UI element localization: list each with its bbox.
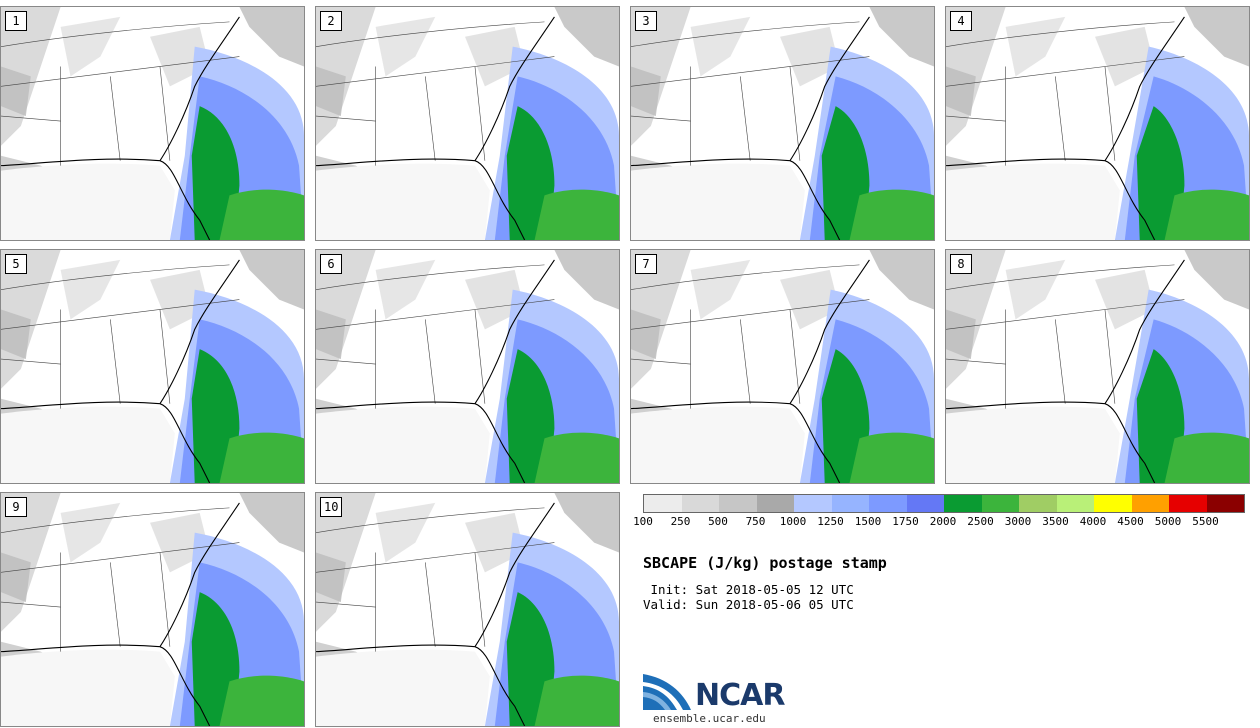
legend-swatch xyxy=(1019,495,1057,512)
legend-swatch xyxy=(944,495,982,512)
legend-swatch xyxy=(1169,495,1207,512)
panel-label: 1 xyxy=(5,11,27,31)
map-panel-8: 8 xyxy=(945,249,1250,484)
legend-swatch xyxy=(831,495,869,512)
valid-time: Valid: Sun 2018-05-06 05 UTC xyxy=(643,597,854,612)
legend-swatch xyxy=(1131,495,1169,512)
legend-tick-label: 750 xyxy=(745,515,766,528)
legend-tick-label: 3500 xyxy=(1042,515,1069,528)
legend-swatch xyxy=(644,495,682,512)
product-title: SBCAPE (J/kg) postage stamp xyxy=(643,554,887,572)
map-graphic xyxy=(1,493,304,726)
legend-swatch xyxy=(1056,495,1094,512)
legend-tick-label: 100 xyxy=(633,515,653,528)
map-graphic xyxy=(316,493,619,726)
map-panel-4: 4 xyxy=(945,6,1250,241)
panel-label: 9 xyxy=(5,497,27,517)
legend-ticks: 100 250 500 750 1000 1250 1500 1750 2000 2500 3000… xyxy=(633,515,1248,529)
map-panel-7: 7 xyxy=(630,249,935,484)
legend-swatch xyxy=(1094,495,1132,512)
legend-swatch xyxy=(681,495,719,512)
panel-label: 6 xyxy=(320,254,342,274)
panel-label: 4 xyxy=(950,11,972,31)
panel-label: 3 xyxy=(635,11,657,31)
map-panel-2: 2 xyxy=(315,6,620,241)
panel-label: 5 xyxy=(5,254,27,274)
panel-label: 8 xyxy=(950,254,972,274)
legend-swatch xyxy=(869,495,907,512)
init-time: Init: Sat 2018-05-05 12 UTC xyxy=(643,582,854,597)
panel-label: 7 xyxy=(635,254,657,274)
map-panel-9: 9 xyxy=(0,492,305,727)
legend-swatch xyxy=(1206,495,1244,512)
legend-swatches xyxy=(643,494,1245,513)
ncar-logo: NCAR ensemble.ucar.edu xyxy=(643,672,793,725)
legend-tick-label: 250 xyxy=(670,515,691,528)
panel-label: 10 xyxy=(320,497,343,517)
map-graphic xyxy=(316,250,619,483)
legend-tick-label: 500 xyxy=(708,515,728,528)
map-graphic xyxy=(946,7,1249,240)
legend-tick-label: 1500 xyxy=(854,515,882,528)
legend-tick-label: 2500 xyxy=(967,515,994,528)
legend-tick-label: 5000 xyxy=(1154,515,1182,528)
legend-tick-label: 4000 xyxy=(1079,515,1107,528)
map-graphic xyxy=(631,7,934,240)
map-panel-3: 3 xyxy=(630,6,935,241)
legend-tick-label: 5500 xyxy=(1192,515,1219,528)
panel-label: 2 xyxy=(320,11,342,31)
color-legend: 100 250 500 750 1000 1250 1500 1750 2000 2500 3000… xyxy=(633,494,1248,534)
legend-tick-label: 4500 xyxy=(1117,515,1144,528)
legend-tick-label: 3000 xyxy=(1004,515,1032,528)
ncar-swoosh-icon xyxy=(643,674,691,710)
map-panel-6: 6 xyxy=(315,249,620,484)
map-graphic xyxy=(1,7,304,240)
map-panel-5: 5 xyxy=(0,249,305,484)
logo-url: ensemble.ucar.edu xyxy=(653,712,766,725)
map-graphic xyxy=(1,250,304,483)
legend-swatch xyxy=(981,495,1019,512)
map-graphic xyxy=(316,7,619,240)
legend-tick-label: 1250 xyxy=(817,515,844,528)
legend-tick-label: 1750 xyxy=(892,515,919,528)
legend-tick-label: 2000 xyxy=(929,515,957,528)
logo-text: NCAR xyxy=(695,678,785,713)
legend-swatch xyxy=(756,495,794,512)
map-panel-1: 1 xyxy=(0,6,305,241)
legend-swatch xyxy=(719,495,757,512)
legend-swatch xyxy=(794,495,832,512)
legend-swatch xyxy=(906,495,944,512)
map-graphic xyxy=(946,250,1249,483)
map-panel-10: 10 xyxy=(315,492,620,727)
legend-tick-label: 1000 xyxy=(779,515,807,528)
map-graphic xyxy=(631,250,934,483)
